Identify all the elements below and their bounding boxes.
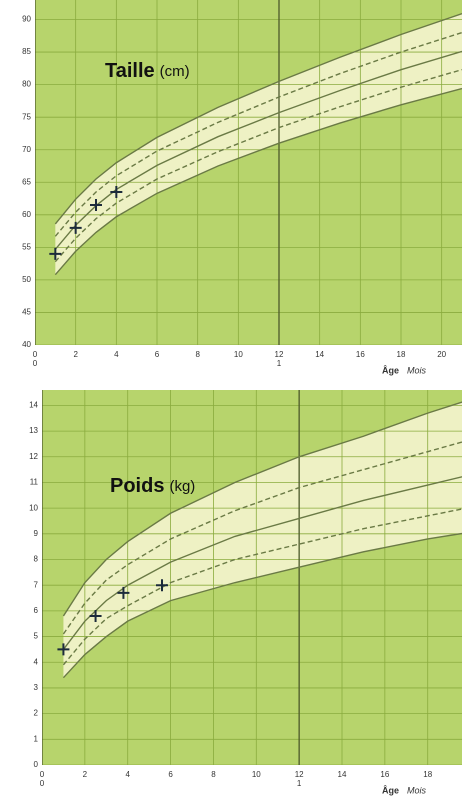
y-tick-label: 50 xyxy=(22,275,31,284)
title-unit: (kg) xyxy=(169,478,195,495)
x-axis-label: Âge xyxy=(382,364,399,375)
x-tick-label: 14 xyxy=(338,770,347,779)
x-tick-label: 18 xyxy=(423,770,432,779)
y-tick-label: 7 xyxy=(34,580,39,589)
x-tick-label: 0 xyxy=(40,770,45,779)
reference-curve xyxy=(54,87,462,276)
y-tick-label: 75 xyxy=(22,112,31,121)
y-tick-label: 90 xyxy=(22,15,31,24)
chart-title: Taille (cm) xyxy=(105,60,190,82)
title-unit: (cm) xyxy=(160,63,190,80)
x-axis-unit: Mois xyxy=(407,785,427,795)
x-tick-label: 18 xyxy=(397,350,406,359)
x-tick-label: 4 xyxy=(114,350,119,359)
data-point xyxy=(90,199,102,212)
x-tick-label: 12 xyxy=(295,770,304,779)
data-point xyxy=(57,643,70,656)
y-tick-label: 14 xyxy=(29,401,38,410)
y-tick-label: 85 xyxy=(22,47,31,56)
year-tick-label: 1 xyxy=(297,779,302,788)
data-point xyxy=(69,221,82,234)
reference-curve xyxy=(54,50,462,250)
y-tick-label: 8 xyxy=(34,555,39,564)
x-tick-label: 16 xyxy=(356,350,365,359)
y-tick-label: 4 xyxy=(34,657,39,666)
year-tick-label: 0 xyxy=(40,779,45,788)
data-point xyxy=(89,610,102,623)
data-point xyxy=(49,247,62,260)
x-tick-label: 6 xyxy=(168,770,173,779)
y-tick-label: 70 xyxy=(22,145,31,154)
year-tick-label: 1 xyxy=(277,359,282,368)
y-tick-label: 11 xyxy=(30,478,39,487)
y-tick-label: 60 xyxy=(22,210,31,219)
y-tick-label: 3 xyxy=(34,683,39,692)
x-tick-label: 2 xyxy=(83,770,88,779)
y-tick-label: 55 xyxy=(22,242,31,251)
y-tick-label: 80 xyxy=(22,80,31,89)
y-tick-label: 2 xyxy=(34,709,39,718)
reference-curve xyxy=(62,532,462,679)
x-axis-unit: Mois xyxy=(407,365,427,375)
chart-title: Poids (kg) xyxy=(110,475,195,497)
x-tick-label: 20 xyxy=(437,350,446,359)
chart: 40 45 50 55 60 65 70 75 80 85 90 0 2 4 6 8 10 12 14 16 18 20 0… xyxy=(22,0,462,375)
band xyxy=(63,402,462,678)
y-tick-label: 9 xyxy=(34,529,39,538)
x-tick-label: 10 xyxy=(234,350,243,359)
y-tick-label: 6 xyxy=(34,606,39,615)
year-tick-label: 0 xyxy=(33,359,38,368)
data-point xyxy=(110,186,123,199)
plot xyxy=(42,390,462,765)
reference-curve xyxy=(54,68,462,263)
y-tick-label: 5 xyxy=(34,632,39,641)
x-tick-label: 12 xyxy=(275,350,284,359)
reference-curve xyxy=(62,508,462,666)
title-text: Poids xyxy=(110,475,164,497)
data-point xyxy=(117,586,130,599)
data-point xyxy=(156,579,168,592)
x-tick-label: 8 xyxy=(195,350,200,359)
x-tick-label: 0 xyxy=(33,350,38,359)
y-tick-label: 13 xyxy=(29,426,38,435)
reference-curve xyxy=(62,441,462,635)
plot xyxy=(35,0,462,345)
y-tick-label: 65 xyxy=(22,177,31,186)
y-tick-label: 45 xyxy=(22,308,31,317)
y-tick-label: 10 xyxy=(29,503,38,512)
y-tick-label: 0 xyxy=(34,760,39,769)
x-tick-label: 2 xyxy=(73,350,78,359)
y-tick-label: 12 xyxy=(29,452,38,461)
x-tick-label: 16 xyxy=(380,770,389,779)
reference-curve xyxy=(54,31,462,237)
x-axis-label: Âge xyxy=(382,784,399,795)
reference-curve xyxy=(54,13,462,225)
x-tick-label: 14 xyxy=(315,350,324,359)
x-tick-label: 6 xyxy=(155,350,160,359)
y-tick-label: 1 xyxy=(34,734,39,743)
x-tick-label: 4 xyxy=(125,770,130,779)
reference-curve xyxy=(62,401,462,617)
x-tick-label: 8 xyxy=(211,770,216,779)
x-tick-label: 10 xyxy=(252,770,261,779)
y-tick-label: 40 xyxy=(22,340,31,349)
title-text: Taille xyxy=(105,60,155,82)
